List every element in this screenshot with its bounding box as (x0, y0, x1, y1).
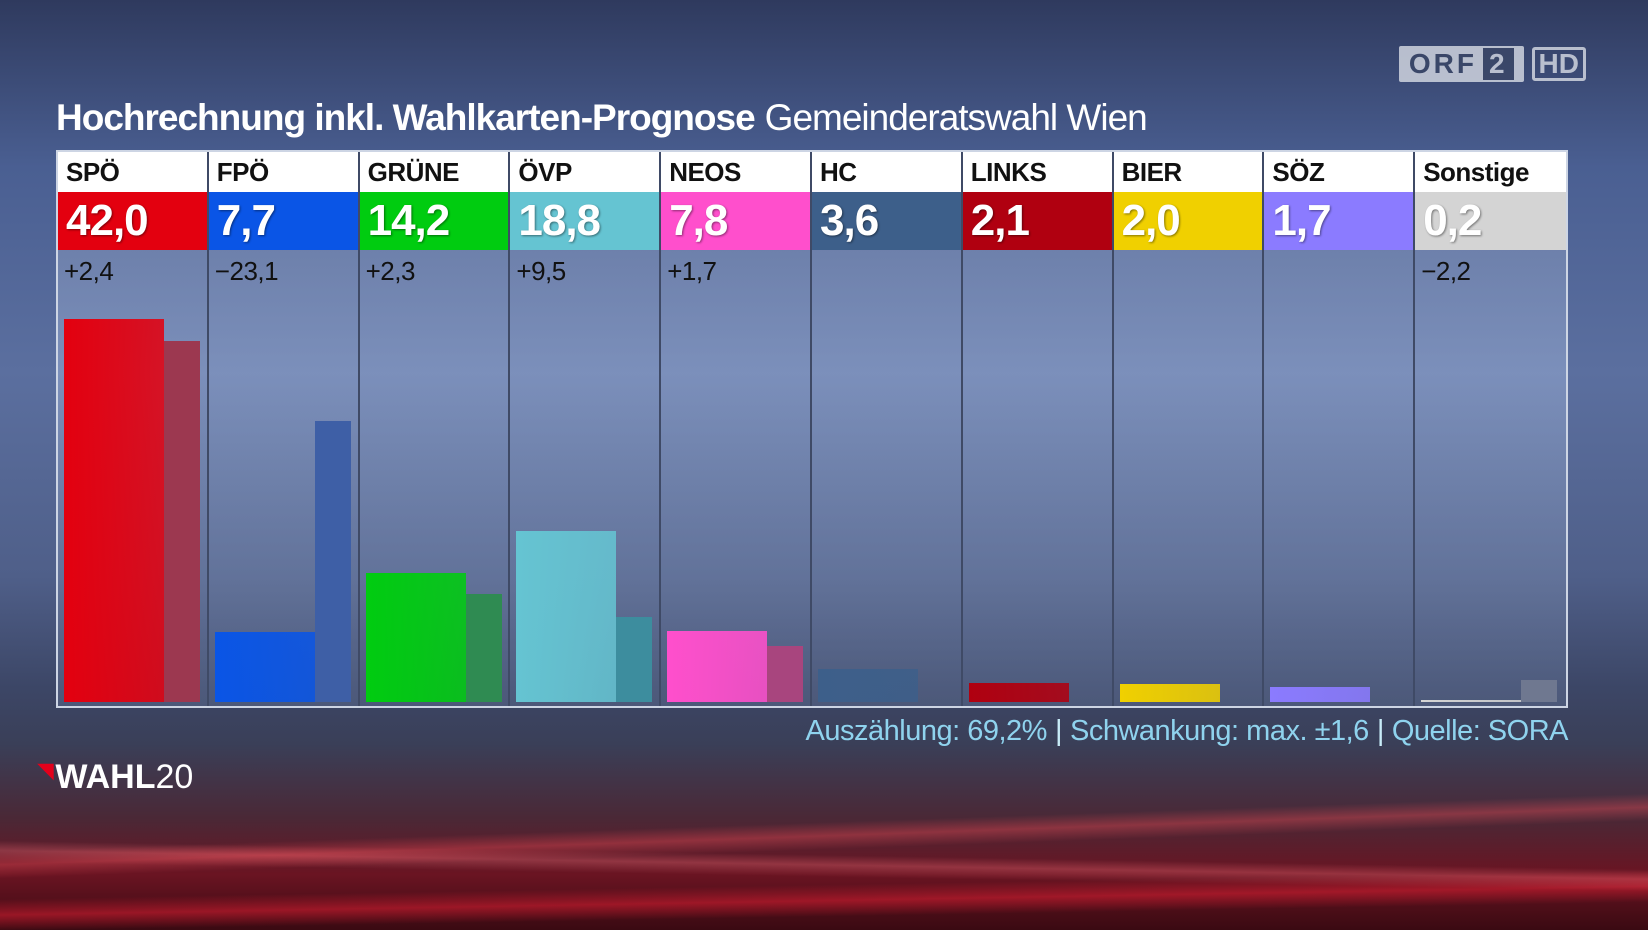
party-column: HC 3,6 (812, 152, 963, 706)
party-column: FPÖ 7,7 −23,1 (208, 152, 360, 706)
current-result-bar (214, 631, 315, 702)
party-name: GRÜNE (359, 152, 509, 192)
party-column: GRÜNE 14,2 +2,3 (359, 152, 511, 706)
brand-text: WAHL (55, 758, 156, 796)
party-name: SÖZ (1264, 152, 1414, 192)
party-column: SPÖ 42,0 +2,4 (58, 152, 209, 706)
party-result-value: 0,2 (1415, 192, 1566, 250)
previous-result-bar (767, 646, 804, 702)
bar-chart: SPÖ 42,0 +2,4 FPÖ 7,7 −23,1 GRÜNE 14,2 +2,3 ÖVP 18… (56, 150, 1568, 708)
party-result-value: 1,7 (1264, 192, 1414, 250)
current-result-bar (1421, 700, 1522, 702)
party-name: BIER (1113, 152, 1263, 192)
party-result-value: 7,8 (661, 192, 810, 250)
party-result-value: 18,8 (510, 192, 660, 250)
chart-title-main: Hochrechnung inkl. Wahlkarten-Prognose (56, 97, 756, 138)
party-change-label: −2,2 (1421, 256, 1471, 286)
current-result-bar (365, 572, 466, 702)
party-name: Sonstige (1415, 152, 1566, 192)
current-result-bar (667, 630, 768, 702)
chart-title: Hochrechnung inkl. Wahlkarten-Prognose Ge… (56, 96, 1148, 140)
orf-logo-number: 2 (1482, 48, 1514, 80)
background-streaks (0, 760, 1648, 930)
orf-logo-text: ORF (1408, 48, 1477, 79)
channel-logo: ORF 2 HD (1398, 46, 1586, 82)
footer-separator: | (1054, 715, 1063, 747)
source-label: Quelle: SORA (1391, 715, 1569, 747)
party-change-label: +2,4 (64, 256, 114, 286)
orf-logo: ORF 2 (1398, 46, 1524, 82)
party-result-value: 7,7 (208, 192, 358, 250)
chart-title-sub: Gemeinderatswahl Wien (764, 97, 1148, 138)
chart-footer: Auszählung: 69,2% | Schwankung: max. ±1,6 |… (805, 715, 1569, 748)
brand-number: 20 (155, 758, 194, 796)
count-status: Auszählung: 69,2% (805, 715, 1048, 747)
current-result-bar (968, 682, 1069, 702)
wahl-brand-logo: ◥WAHL20 (38, 758, 193, 797)
previous-result-bar (616, 617, 653, 702)
party-name: HC (812, 152, 961, 192)
previous-result-bar (314, 421, 351, 702)
party-change-label: +9,5 (516, 256, 566, 286)
party-column: Sonstige 0,2 −2,2 (1415, 152, 1566, 706)
party-result-value: 2,0 (1113, 192, 1263, 250)
party-column: ÖVP 18,8 +9,5 (510, 152, 662, 706)
party-name: ÖVP (510, 152, 660, 192)
hd-badge: HD (1531, 47, 1586, 81)
party-column: NEOS 7,8 +1,7 (661, 152, 812, 706)
party-name: FPÖ (208, 152, 358, 192)
party-column: LINKS 2,1 (962, 152, 1114, 706)
margin-of-error: Schwankung: max. ±1,6 (1070, 715, 1369, 747)
party-result-value: 42,0 (58, 192, 207, 250)
party-column: SÖZ 1,7 (1264, 152, 1416, 706)
previous-result-bar (465, 593, 502, 702)
current-result-bar (64, 319, 164, 702)
party-result-value: 3,6 (812, 192, 961, 250)
current-result-bar (516, 530, 617, 702)
current-result-bar (818, 669, 918, 702)
party-result-value: 14,2 (359, 192, 509, 250)
brand-tick-icon: ◥ (38, 760, 54, 782)
party-name: LINKS (962, 152, 1112, 192)
party-column: BIER 2,0 (1113, 152, 1265, 706)
previous-result-bar (1521, 680, 1558, 702)
footer-separator: | (1376, 715, 1385, 747)
party-change-label: +1,7 (667, 256, 717, 286)
party-result-value: 2,1 (962, 192, 1112, 250)
party-change-label: −23,1 (214, 256, 279, 286)
party-name: SPÖ (58, 152, 207, 192)
current-result-bar (1119, 683, 1220, 702)
party-name: NEOS (661, 152, 810, 192)
previous-result-bar (164, 341, 200, 702)
party-change-label: +2,3 (365, 256, 416, 286)
current-result-bar (1270, 686, 1371, 702)
